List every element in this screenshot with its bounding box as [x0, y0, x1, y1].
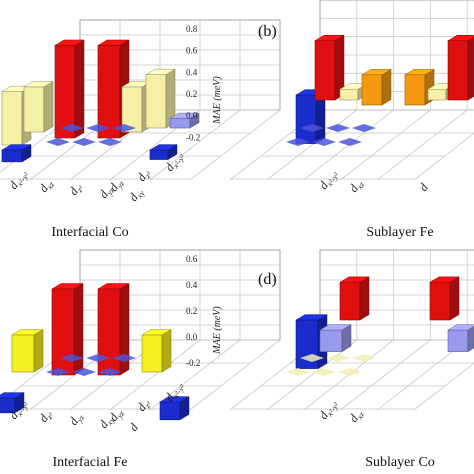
bar-7	[447, 34, 474, 101]
x-orbital-label: dx²-y²	[316, 396, 341, 423]
y-orbital-label: dz²	[134, 166, 154, 185]
bar-5	[404, 68, 435, 106]
panel-label: (b)	[258, 23, 277, 40]
z-axis-label: MAE (meV)	[212, 76, 223, 125]
bar-5	[159, 396, 190, 421]
panel-caption: Interfacial Fe	[52, 455, 127, 470]
z-axis: 0.8 0.6 0.4 0.2 0.0 -0.2 MAE (meV)	[186, 24, 223, 142]
x-orbital-label: dx²-y²	[316, 166, 341, 193]
bar-4	[141, 329, 172, 373]
bar-6	[0, 392, 25, 414]
z-tick-label: -0.2	[186, 358, 200, 368]
z-tick-label: 0.8	[186, 24, 198, 34]
bar-2	[23, 81, 54, 133]
bar-8	[149, 144, 178, 160]
floor-tiles	[46, 124, 136, 146]
y-orbital-label: d	[416, 180, 431, 194]
x-orbital-label: dz²	[36, 407, 56, 426]
z-axis: 0.6 0.4 0.2 0.0 -0.2 MAE (meV)	[186, 254, 223, 368]
panel-caption: Sublayer Co	[365, 455, 435, 470]
panel-caption: Sublayer Fe	[366, 225, 433, 240]
bar-3	[54, 39, 85, 139]
bar-2	[339, 276, 370, 321]
x-orbital-label: d	[126, 420, 141, 434]
x-orbital-label: dz²	[66, 180, 86, 199]
x-orbital-label: dyz	[66, 409, 87, 429]
bar-6	[145, 68, 176, 129]
z-tick-label: 0.0	[186, 332, 198, 342]
z-tick-label: 0.6	[186, 46, 198, 56]
bar-2	[51, 283, 84, 376]
z-tick-label: -0.2	[186, 132, 200, 142]
panel-label: (d)	[258, 271, 277, 288]
floor-tiles	[286, 124, 376, 146]
x-orbital-label: dxy	[126, 185, 147, 205]
floor-tiles	[286, 354, 376, 376]
bar-2	[314, 34, 345, 101]
z-tick-label: 0.2	[186, 89, 197, 99]
bar-9	[1, 144, 32, 163]
bar-3	[429, 276, 460, 321]
bar-4	[319, 324, 352, 353]
bar-3	[97, 283, 130, 376]
x-orbital-label: dx²-y²	[6, 166, 31, 193]
floor-tiles	[46, 354, 136, 376]
bar-1	[11, 329, 44, 373]
panel-caption: Interfacial Co	[51, 225, 128, 240]
z-tick-label: 0.6	[186, 254, 198, 264]
y-orbital-label: dz²	[134, 396, 154, 415]
bar-5	[447, 324, 474, 353]
z-tick-label: 0.4	[186, 67, 198, 77]
z-tick-label: 0.0	[186, 111, 198, 121]
bar-7	[169, 112, 200, 129]
z-tick-label: 0.4	[186, 280, 198, 290]
z-tick-label: 0.2	[186, 306, 197, 316]
z-axis-label: MAE (meV)	[212, 306, 223, 355]
bar-4	[361, 68, 392, 106]
